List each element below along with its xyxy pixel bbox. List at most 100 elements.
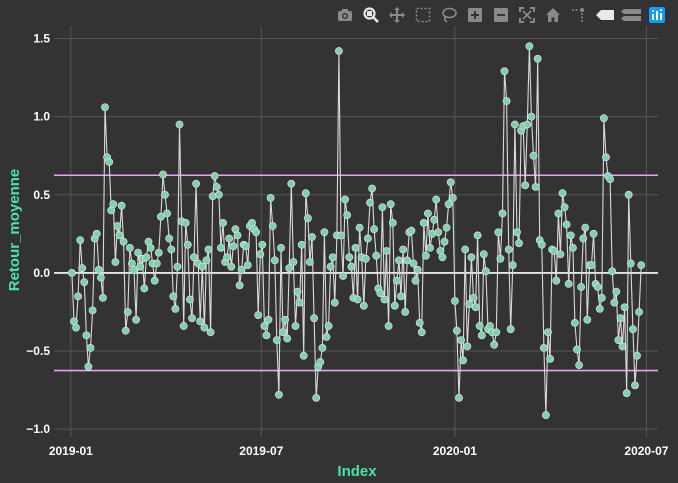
camera-icon[interactable] <box>332 4 358 26</box>
data-point[interactable] <box>504 245 513 254</box>
data-point[interactable] <box>97 273 105 282</box>
data-point[interactable] <box>457 336 465 344</box>
data-point[interactable] <box>305 258 314 266</box>
data-point[interactable] <box>602 153 610 162</box>
data-point[interactable] <box>426 243 434 252</box>
data-point[interactable] <box>554 209 563 218</box>
data-point[interactable] <box>318 343 327 352</box>
data-point[interactable] <box>291 322 300 330</box>
data-point[interactable] <box>310 314 318 323</box>
data-point[interactable] <box>341 195 349 204</box>
data-point[interactable] <box>76 236 85 244</box>
data-point[interactable] <box>446 178 455 187</box>
data-point[interactable] <box>152 259 161 268</box>
data-point[interactable] <box>411 276 420 285</box>
data-point[interactable] <box>82 331 91 340</box>
data-point[interactable] <box>266 193 275 202</box>
data-point[interactable] <box>500 67 509 76</box>
data-point[interactable] <box>471 303 480 312</box>
data-point[interactable] <box>216 243 225 252</box>
data-point[interactable] <box>368 184 376 193</box>
data-point[interactable] <box>351 243 360 252</box>
data-point[interactable] <box>132 315 140 324</box>
data-point[interactable] <box>502 97 511 105</box>
data-point[interactable] <box>529 151 538 160</box>
y-axis-title[interactable]: Retour_moyenne <box>6 169 23 292</box>
data-point[interactable] <box>361 254 370 263</box>
data-point[interactable] <box>109 200 118 209</box>
data-point[interactable] <box>481 267 490 276</box>
data-point[interactable] <box>125 243 134 252</box>
data-point[interactable] <box>113 222 122 230</box>
data-point[interactable] <box>407 226 416 235</box>
data-point[interactable] <box>494 228 503 237</box>
data-point[interactable] <box>626 259 635 268</box>
data-point[interactable] <box>496 254 505 263</box>
data-point[interactable] <box>440 237 449 246</box>
data-point[interactable] <box>111 258 120 266</box>
data-point[interactable] <box>506 325 515 334</box>
data-point[interactable] <box>204 245 213 254</box>
data-point[interactable] <box>190 253 198 262</box>
data-point[interactable] <box>185 295 194 304</box>
data-point[interactable] <box>614 336 623 344</box>
data-point[interactable] <box>537 240 546 249</box>
data-point[interactable] <box>452 326 461 335</box>
data-point[interactable] <box>277 243 285 252</box>
data-point[interactable] <box>616 314 625 323</box>
data-point[interactable] <box>156 212 165 221</box>
data-point[interactable] <box>390 301 399 310</box>
data-point[interactable] <box>130 265 138 274</box>
data-point[interactable] <box>214 190 223 199</box>
data-point[interactable] <box>479 250 488 259</box>
data-point[interactable] <box>618 342 627 351</box>
data-point[interactable] <box>593 283 602 291</box>
data-point[interactable] <box>212 183 221 191</box>
data-point[interactable] <box>150 276 159 285</box>
data-point[interactable] <box>544 328 552 337</box>
data-point[interactable] <box>192 179 200 188</box>
data-point[interactable] <box>140 284 149 293</box>
data-point[interactable] <box>256 250 265 259</box>
data-point[interactable] <box>372 251 381 260</box>
data-point[interactable] <box>322 333 331 341</box>
data-point[interactable] <box>254 311 263 319</box>
data-point[interactable] <box>165 234 174 243</box>
data-point[interactable] <box>610 298 619 307</box>
data-point[interactable] <box>68 268 76 277</box>
spike-lines-icon[interactable] <box>566 4 592 26</box>
data-point[interactable] <box>552 276 561 285</box>
data-point[interactable] <box>136 262 145 271</box>
data-point[interactable] <box>92 229 101 238</box>
data-point[interactable] <box>403 256 412 265</box>
data-point[interactable] <box>188 314 196 323</box>
data-point[interactable] <box>339 272 347 280</box>
data-point[interactable] <box>384 322 393 330</box>
data-point[interactable] <box>423 209 432 218</box>
data-point[interactable] <box>633 351 641 360</box>
data-point[interactable] <box>175 120 184 129</box>
data-point[interactable] <box>366 198 374 207</box>
data-point[interactable] <box>523 120 532 129</box>
data-point[interactable] <box>413 265 422 274</box>
data-point[interactable] <box>181 218 190 227</box>
data-point[interactable] <box>295 298 304 307</box>
data-point[interactable] <box>397 292 405 301</box>
data-point[interactable] <box>558 189 567 198</box>
data-point[interactable] <box>169 292 178 301</box>
hover-closest-icon[interactable] <box>592 4 618 26</box>
data-point[interactable] <box>461 245 470 254</box>
data-point[interactable] <box>581 223 590 232</box>
data-point[interactable] <box>533 54 542 63</box>
data-point[interactable] <box>293 287 302 296</box>
data-point[interactable] <box>229 242 238 251</box>
data-point[interactable] <box>444 200 453 209</box>
data-point[interactable] <box>270 256 279 265</box>
data-point[interactable] <box>159 170 167 179</box>
data-point[interactable] <box>542 411 550 419</box>
data-point[interactable] <box>285 264 294 273</box>
data-point[interactable] <box>260 322 269 330</box>
data-point[interactable] <box>219 218 227 227</box>
data-point[interactable] <box>279 328 287 337</box>
data-point[interactable] <box>419 218 428 227</box>
